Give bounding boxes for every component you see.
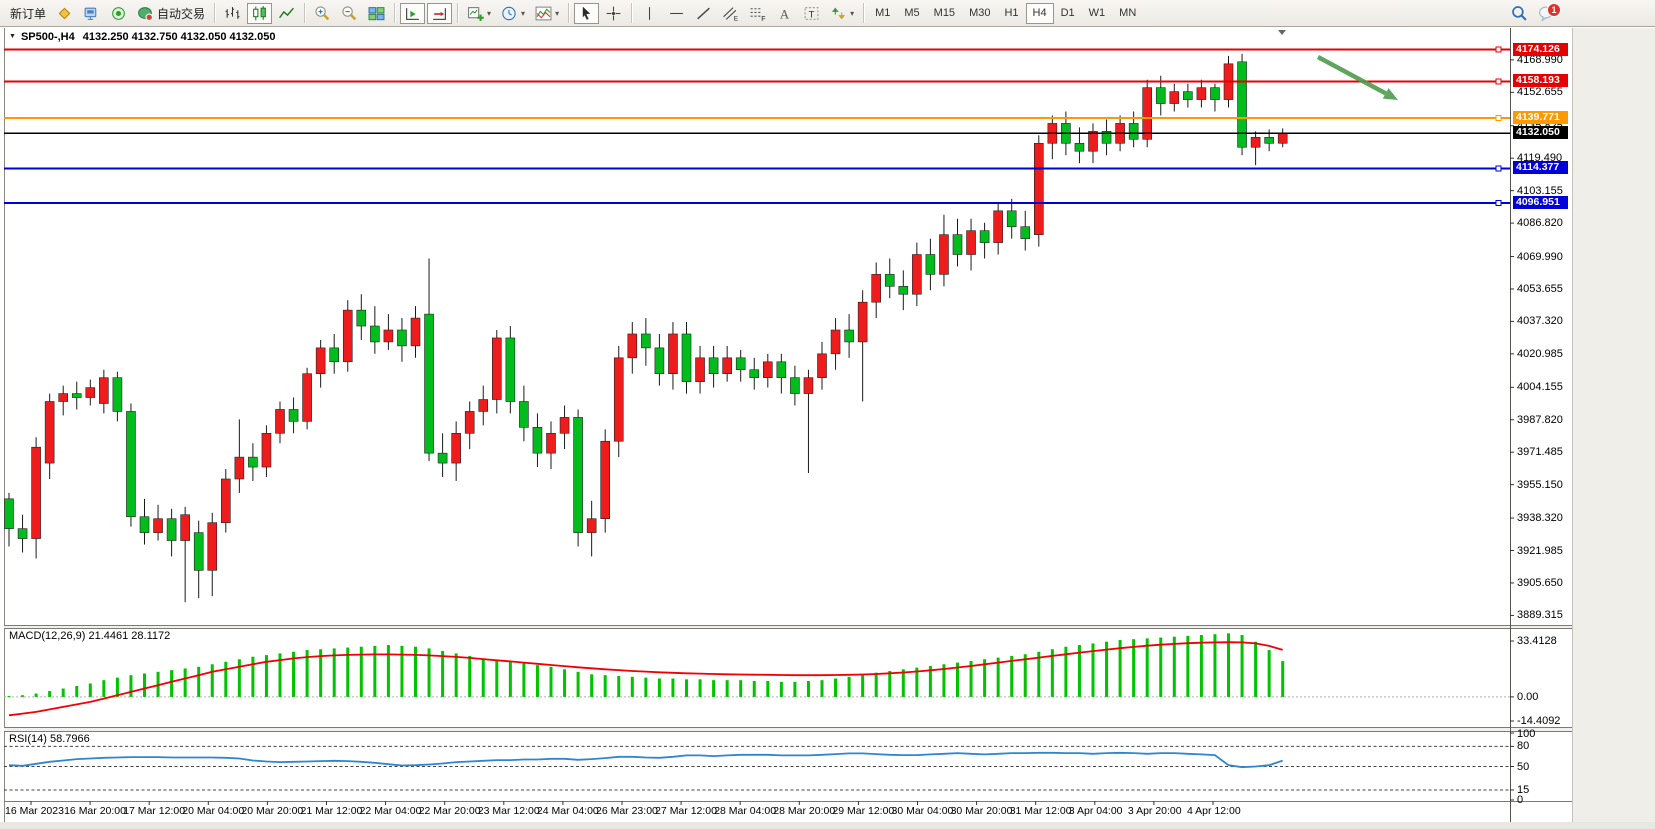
panel-resize-handle[interactable] xyxy=(4,625,1572,629)
price-axis-border xyxy=(1510,28,1511,822)
notifications-icon[interactable]: 1 xyxy=(1534,3,1561,24)
toolbar-right: 1 xyxy=(1506,0,1561,27)
cursor-icon[interactable] xyxy=(574,2,600,24)
autotrading-button[interactable]: 自动交易 xyxy=(133,3,209,24)
vertical-line-icon[interactable] xyxy=(637,3,662,24)
horizontal-line-icon[interactable] xyxy=(664,3,689,24)
timeframe-d1[interactable]: D1 xyxy=(1054,3,1082,24)
toolbar-separator xyxy=(394,3,396,23)
tile-windows-icon[interactable] xyxy=(364,3,389,24)
crosshair-icon[interactable] xyxy=(601,3,626,24)
bar-chart-icon[interactable] xyxy=(220,3,245,24)
toolbar-separator xyxy=(863,3,865,23)
toolbar-separator xyxy=(214,3,216,23)
chart-shift-icon[interactable] xyxy=(427,2,453,24)
market-watch-icon[interactable] xyxy=(106,3,131,24)
channel-icon[interactable]: E xyxy=(718,3,743,24)
svg-text:F: F xyxy=(761,15,765,21)
timeframe-m30[interactable]: M30 xyxy=(962,3,997,24)
candlestick-chart-icon[interactable] xyxy=(247,2,273,24)
new-chart-icon[interactable] xyxy=(52,3,77,24)
arrows-dropdown[interactable]: ▾ xyxy=(826,3,858,24)
panel-resize-handle[interactable] xyxy=(4,727,1572,732)
panel-border xyxy=(4,801,1572,802)
toolbar-items: 新订单 自动交易 ▾ ▾ ▾ E F A T ▾ M1 M5 M15 M30 H1 H4 D1 W1 MN xyxy=(5,2,1143,24)
svg-text:A: A xyxy=(780,7,790,21)
timeframe-mn[interactable]: MN xyxy=(1112,3,1143,24)
toolbar: 新订单 自动交易 ▾ ▾ ▾ E F A T ▾ M1 M5 M15 M30 H1 H4 D1 W1 MN 1 xyxy=(0,0,1655,27)
indicators-dropdown[interactable]: ▾ xyxy=(531,3,563,24)
period-dropdown[interactable]: ▾ xyxy=(497,3,529,24)
timeframe-m5[interactable]: M5 xyxy=(897,3,926,24)
search-icon[interactable] xyxy=(1507,3,1532,24)
toolbar-separator xyxy=(631,3,633,23)
svg-text:E: E xyxy=(734,15,738,22)
toolbar-separator xyxy=(304,3,306,23)
timeframe-h1[interactable]: H1 xyxy=(997,3,1025,24)
notification-count-badge: 1 xyxy=(1547,3,1561,17)
window-bottom-edge xyxy=(0,822,1655,829)
timeframe-m1[interactable]: M1 xyxy=(868,3,897,24)
svg-text:T: T xyxy=(809,9,815,20)
line-chart-icon[interactable] xyxy=(274,3,299,24)
new-chart-dropdown[interactable]: ▾ xyxy=(463,3,495,24)
timeframe-h4[interactable]: H4 xyxy=(1025,2,1054,24)
zoom-out-icon[interactable] xyxy=(337,3,362,24)
label-icon[interactable]: T xyxy=(799,3,824,24)
new-order-button[interactable]: 新订单 xyxy=(6,3,50,24)
chart-window[interactable] xyxy=(4,28,1572,822)
right-gutter xyxy=(1572,28,1655,822)
fibonacci-icon[interactable]: F xyxy=(745,3,770,24)
profiles-icon[interactable] xyxy=(79,3,104,24)
trendline-icon[interactable] xyxy=(691,3,716,24)
auto-scroll-icon[interactable] xyxy=(400,2,426,24)
timeframe-w1[interactable]: W1 xyxy=(1082,3,1113,24)
text-icon[interactable]: A xyxy=(772,3,797,24)
toolbar-separator xyxy=(457,3,459,23)
timeframe-m15[interactable]: M15 xyxy=(927,3,962,24)
toolbar-separator xyxy=(568,3,570,23)
zoom-in-icon[interactable] xyxy=(310,3,335,24)
